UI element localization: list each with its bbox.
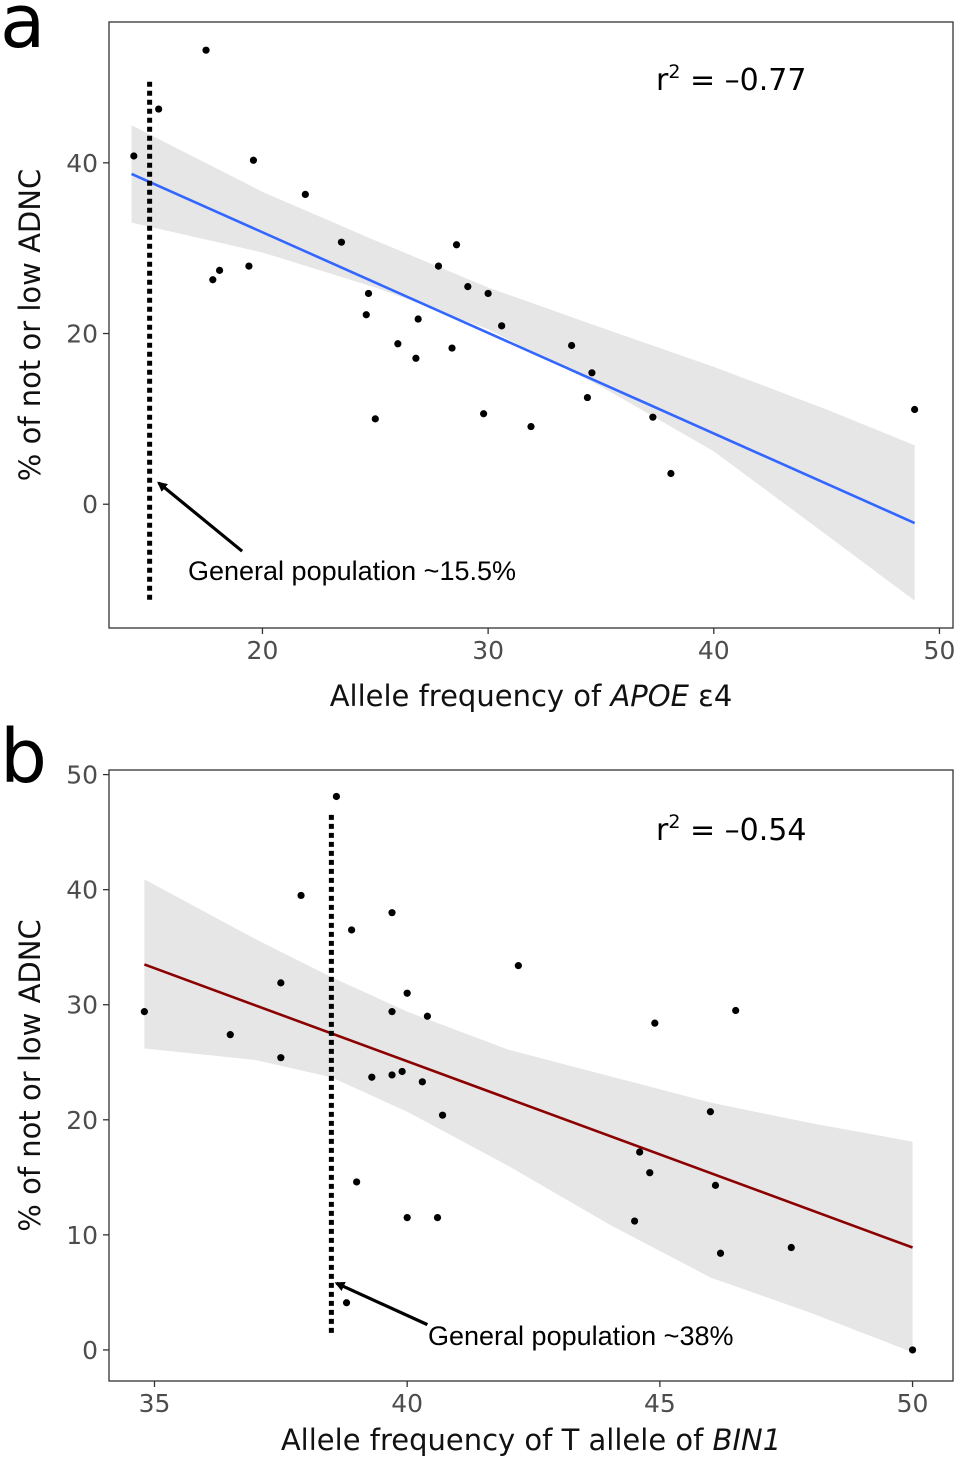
data-point — [249, 156, 258, 164]
y-tick-label: 20 — [66, 1106, 98, 1135]
data-point — [388, 1008, 396, 1016]
data-point — [438, 1111, 447, 1119]
data-point — [514, 962, 522, 970]
annotation-label: General population ~38% — [428, 1321, 733, 1351]
data-point — [414, 315, 422, 323]
annotation-arrow — [157, 481, 244, 553]
data-point — [732, 1006, 740, 1015]
data-point — [277, 1054, 285, 1062]
data-point — [911, 405, 919, 414]
data-point — [412, 354, 420, 362]
data-point — [498, 322, 506, 330]
annotation-label: General population ~15.5% — [188, 556, 516, 586]
data-point — [716, 1249, 725, 1257]
panel-letter: b — [0, 714, 47, 800]
data-point — [403, 989, 411, 997]
data-point — [651, 1019, 659, 1027]
x-tick-label: 50 — [924, 636, 956, 665]
x-tick-label: 35 — [139, 1389, 171, 1418]
confidence-band — [131, 125, 915, 601]
data-point — [568, 341, 576, 350]
x-axis-title: Allele frequency of APOE ε4 — [330, 679, 733, 713]
data-point — [583, 393, 592, 402]
data-point — [588, 369, 596, 377]
x-tick-label: 30 — [472, 636, 504, 665]
panel-letter: a — [0, 0, 45, 65]
data-point — [215, 266, 224, 274]
data-point — [631, 1217, 639, 1225]
data-point — [337, 238, 346, 246]
data-point — [140, 1008, 148, 1016]
data-point — [480, 410, 488, 418]
data-point — [423, 1012, 431, 1020]
data-point — [368, 1073, 376, 1081]
x-tick-label: 50 — [897, 1389, 929, 1418]
data-point — [908, 1346, 917, 1354]
y-tick-label: 40 — [66, 876, 98, 905]
data-point — [202, 46, 210, 54]
data-point — [155, 105, 163, 113]
y-tick-label: 30 — [66, 991, 98, 1020]
panel-b: b General population ~38% r2 = –0.54 35 40 45… — [0, 714, 954, 1457]
data-point — [388, 909, 396, 917]
x-tick-label: 20 — [247, 636, 279, 665]
data-point — [245, 262, 253, 270]
data-point — [433, 1214, 442, 1222]
data-point — [353, 1178, 361, 1186]
data-point — [646, 1169, 654, 1177]
data-point — [464, 282, 472, 291]
r-squared-label: r2 = –0.77 — [656, 61, 806, 98]
data-point — [452, 241, 461, 249]
data-point — [448, 344, 456, 352]
regression-line — [143, 963, 914, 1249]
data-point — [209, 276, 217, 284]
data-point — [388, 1071, 396, 1079]
data-point — [347, 926, 356, 934]
data-point — [787, 1243, 795, 1252]
data-point — [434, 262, 443, 270]
data-point — [527, 422, 535, 431]
y-tick-label: 0 — [82, 1336, 98, 1365]
data-point — [636, 1148, 644, 1156]
x-tick-label: 40 — [698, 636, 730, 665]
x-tick-label: 45 — [644, 1389, 676, 1418]
data-point — [297, 891, 305, 900]
data-point — [667, 469, 675, 478]
annotation-arrow — [334, 1281, 429, 1327]
y-tick-label: 40 — [66, 149, 98, 178]
data-point — [301, 190, 309, 199]
data-point — [332, 792, 341, 801]
r-squared-label: r2 = –0.54 — [656, 811, 806, 848]
data-point — [371, 415, 379, 423]
data-point — [484, 289, 492, 298]
x-tick-label: 40 — [391, 1389, 423, 1418]
confidence-band — [144, 879, 913, 1353]
y-tick-label: 10 — [66, 1221, 98, 1250]
data-point — [403, 1214, 411, 1222]
data-point — [394, 340, 402, 348]
data-point — [418, 1078, 426, 1086]
y-axis-title: % of not or low ADNC — [13, 169, 47, 481]
regression-line — [131, 172, 916, 525]
x-axis-title: Allele frequency of T allele of BIN1 — [281, 1423, 781, 1457]
data-point — [398, 1067, 406, 1076]
data-point — [364, 289, 373, 298]
panel-a: a General population ~15.5% r2 = –0.77 20 30… — [0, 0, 955, 713]
y-tick-label: 0 — [82, 490, 98, 519]
data-point — [649, 413, 657, 421]
data-point — [226, 1031, 234, 1039]
y-tick-label: 50 — [66, 761, 98, 790]
data-point — [362, 311, 370, 319]
data-point — [706, 1108, 715, 1116]
data-point — [130, 152, 138, 160]
data-point — [711, 1181, 720, 1189]
data-point — [277, 979, 285, 987]
y-axis-title: % of not or low ADNC — [13, 919, 47, 1231]
y-tick-label: 20 — [66, 320, 98, 349]
data-point — [342, 1299, 351, 1307]
